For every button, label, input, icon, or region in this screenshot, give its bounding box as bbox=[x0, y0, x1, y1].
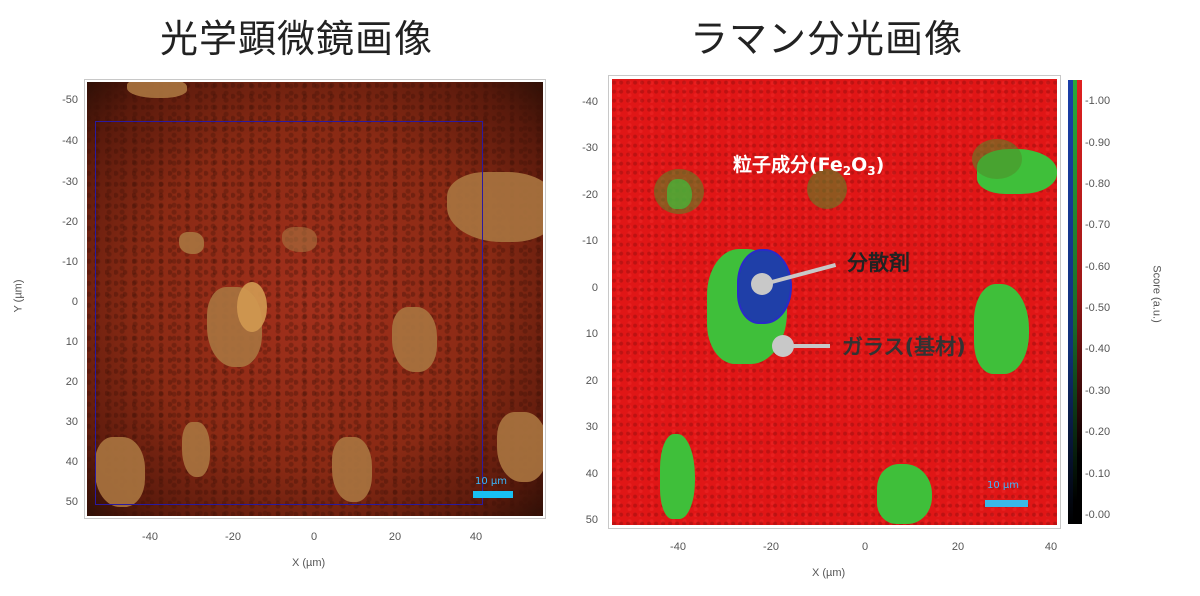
y-tick: 30 bbox=[65, 416, 78, 428]
raman-x-axis-label: X (µm) bbox=[812, 567, 846, 579]
y-tick: -20 bbox=[62, 216, 78, 228]
colorbar-tick: -0.80 bbox=[1085, 178, 1111, 190]
y-tick: 40 bbox=[585, 468, 598, 480]
x-tick: 40 bbox=[1044, 541, 1058, 553]
colorbar-green-channel bbox=[1072, 80, 1078, 524]
optical-microscope-image bbox=[87, 82, 543, 516]
y-tick: 0 bbox=[71, 296, 78, 308]
colorbar-tick: -0.70 bbox=[1085, 219, 1111, 231]
raman-spectroscopy-image bbox=[612, 79, 1057, 525]
x-tick: 20 bbox=[388, 531, 402, 543]
y-tick: 0 bbox=[591, 282, 598, 294]
colorbar-tick: -0.30 bbox=[1085, 385, 1111, 397]
y-tick: 50 bbox=[585, 514, 598, 526]
colorbar-blue-channel bbox=[1068, 80, 1073, 524]
y-tick: -40 bbox=[582, 96, 598, 108]
y-tick: -50 bbox=[62, 94, 78, 106]
y-tick: -20 bbox=[582, 189, 598, 201]
colorbar-tick: -1.00 bbox=[1085, 95, 1111, 107]
colorbar-red-channel bbox=[1077, 80, 1083, 524]
colorbar-tick: -0.60 bbox=[1085, 261, 1111, 273]
glass-leader-line bbox=[790, 344, 830, 348]
y-tick: 30 bbox=[585, 421, 598, 433]
raman-scalebar-label: 10 µm bbox=[987, 480, 1020, 491]
colorbar-tick: -0.90 bbox=[1085, 137, 1111, 149]
y-tick: -40 bbox=[62, 135, 78, 147]
optical-x-axis-label: X (µm) bbox=[292, 557, 326, 569]
x-tick: 20 bbox=[951, 541, 965, 553]
particle-component-label: 粒子成分(Fe2O3) bbox=[733, 154, 885, 178]
colorbar-tick: -0.40 bbox=[1085, 343, 1111, 355]
dispersant-label: 分散剤 bbox=[847, 251, 910, 275]
y-tick: 10 bbox=[585, 328, 598, 340]
x-tick: -20 bbox=[225, 531, 241, 543]
roi-box bbox=[95, 121, 483, 505]
y-tick: 50 bbox=[65, 496, 78, 508]
dispersant-marker bbox=[751, 273, 773, 295]
y-tick: 40 bbox=[65, 456, 78, 468]
optical-image-title: 光学顕微鏡画像 bbox=[160, 17, 434, 61]
y-tick: 10 bbox=[65, 336, 78, 348]
colorbar-tick: -0.20 bbox=[1085, 426, 1111, 438]
y-tick: -30 bbox=[62, 176, 78, 188]
y-tick: 20 bbox=[65, 376, 78, 388]
y-tick: -10 bbox=[62, 256, 78, 268]
optical-y-axis-label: Y (µm) bbox=[12, 279, 25, 313]
x-tick: 40 bbox=[469, 531, 483, 543]
y-tick: -10 bbox=[582, 235, 598, 247]
x-tick: 0 bbox=[861, 541, 869, 553]
optical-scalebar bbox=[473, 491, 513, 498]
y-tick: 20 bbox=[585, 375, 598, 387]
colorbar-tick: -0.10 bbox=[1085, 468, 1111, 480]
raman-image-title: ラマン分光画像 bbox=[690, 17, 964, 61]
glass-label: ガラス(基材) bbox=[842, 335, 966, 359]
optical-scalebar-label: 10 µm bbox=[475, 476, 508, 487]
x-tick: -20 bbox=[763, 541, 779, 553]
x-tick: -40 bbox=[670, 541, 686, 553]
score-colorbar bbox=[1068, 80, 1083, 524]
colorbar-tick: -0.00 bbox=[1085, 509, 1111, 521]
glass-marker bbox=[772, 335, 794, 357]
y-tick: -30 bbox=[582, 142, 598, 154]
x-tick: 0 bbox=[310, 531, 318, 543]
x-tick: -40 bbox=[142, 531, 158, 543]
colorbar-label: Score (a.u.) bbox=[1150, 265, 1163, 323]
raman-scalebar bbox=[985, 500, 1028, 507]
colorbar-tick: -0.50 bbox=[1085, 302, 1111, 314]
